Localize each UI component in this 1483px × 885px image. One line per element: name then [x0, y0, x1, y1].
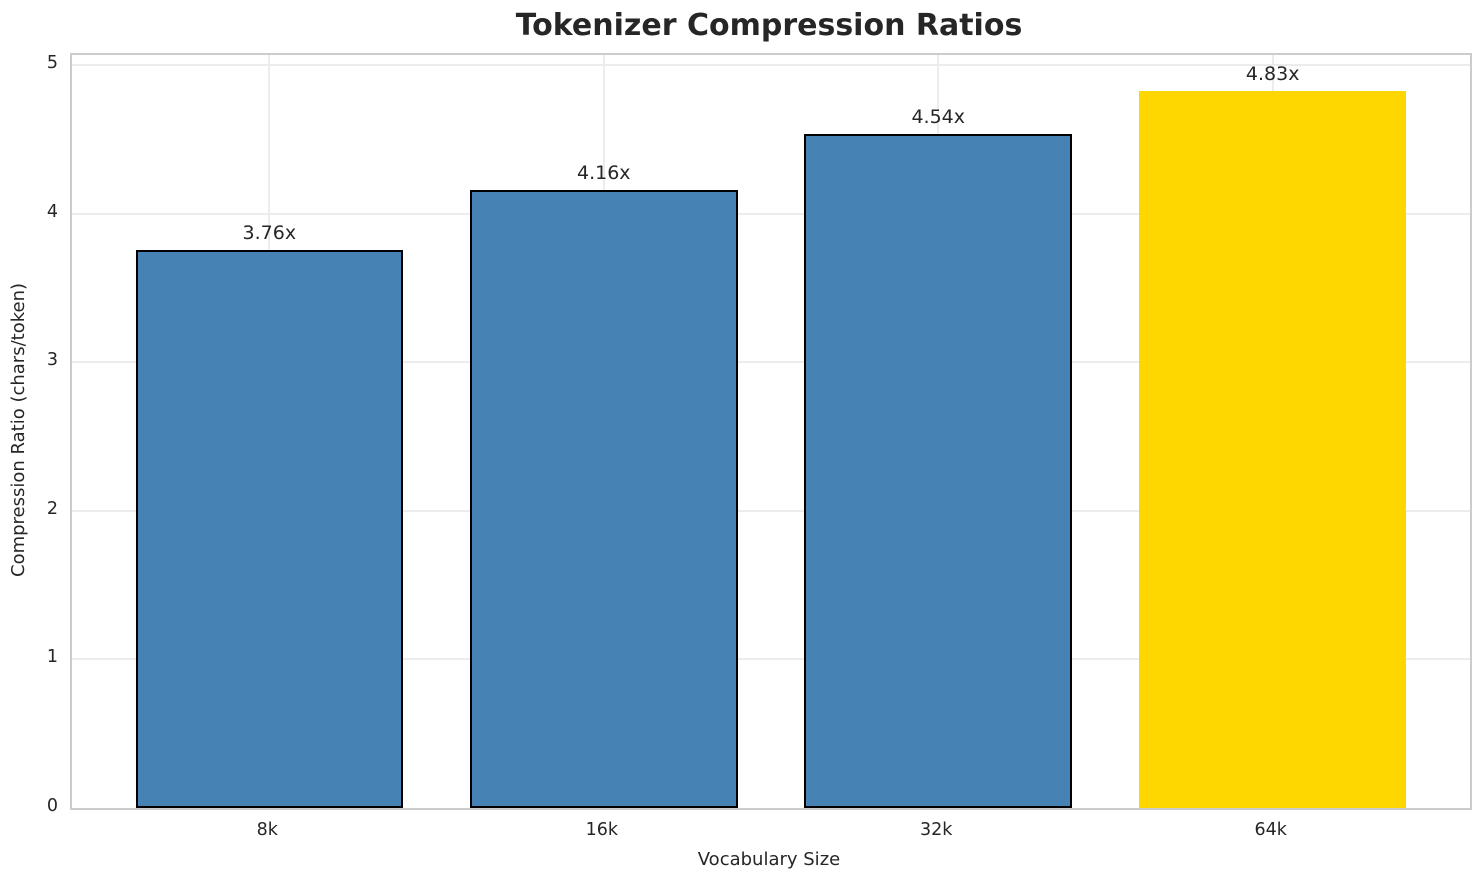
h-gridline [72, 64, 1470, 67]
y-axis-label: Compression Ratio (chars/token) [8, 282, 29, 577]
bar-32k [804, 133, 1072, 808]
x-tick-label-16k: 16k [585, 820, 618, 840]
bar-64k [1138, 90, 1407, 808]
y-tick-label: 3 [46, 350, 58, 371]
x-axis-label: Vocabulary Size [697, 849, 841, 870]
y-tick-label: 4 [46, 201, 58, 222]
h-gridline [72, 658, 1470, 661]
bar-16k [469, 190, 738, 808]
x-tick-label-64k: 64k [1254, 820, 1287, 840]
x-tick-label-32k: 32k [920, 820, 953, 840]
h-gridline [72, 361, 1470, 364]
bar-8k [135, 249, 404, 808]
bar-value-label: 3.76x [242, 221, 297, 244]
bar-value-label: 4.83x [1245, 62, 1300, 85]
plot-area: 3.76x 4.16x 4.54x 4.83x [70, 53, 1472, 810]
y-tick-label: 0 [46, 796, 58, 816]
y-tick-label: 2 [46, 498, 58, 519]
bar-value-label: 4.54x [911, 105, 965, 128]
h-gridline [72, 212, 1470, 215]
x-tick-label-8k: 8k [256, 820, 278, 840]
bar-value-label: 4.16x [576, 162, 631, 185]
chart-title: Tokenizer Compression Ratios [515, 8, 1023, 43]
y-tick-label: 5 [46, 53, 58, 74]
h-gridline [72, 509, 1470, 512]
y-tick-label: 1 [46, 647, 58, 668]
